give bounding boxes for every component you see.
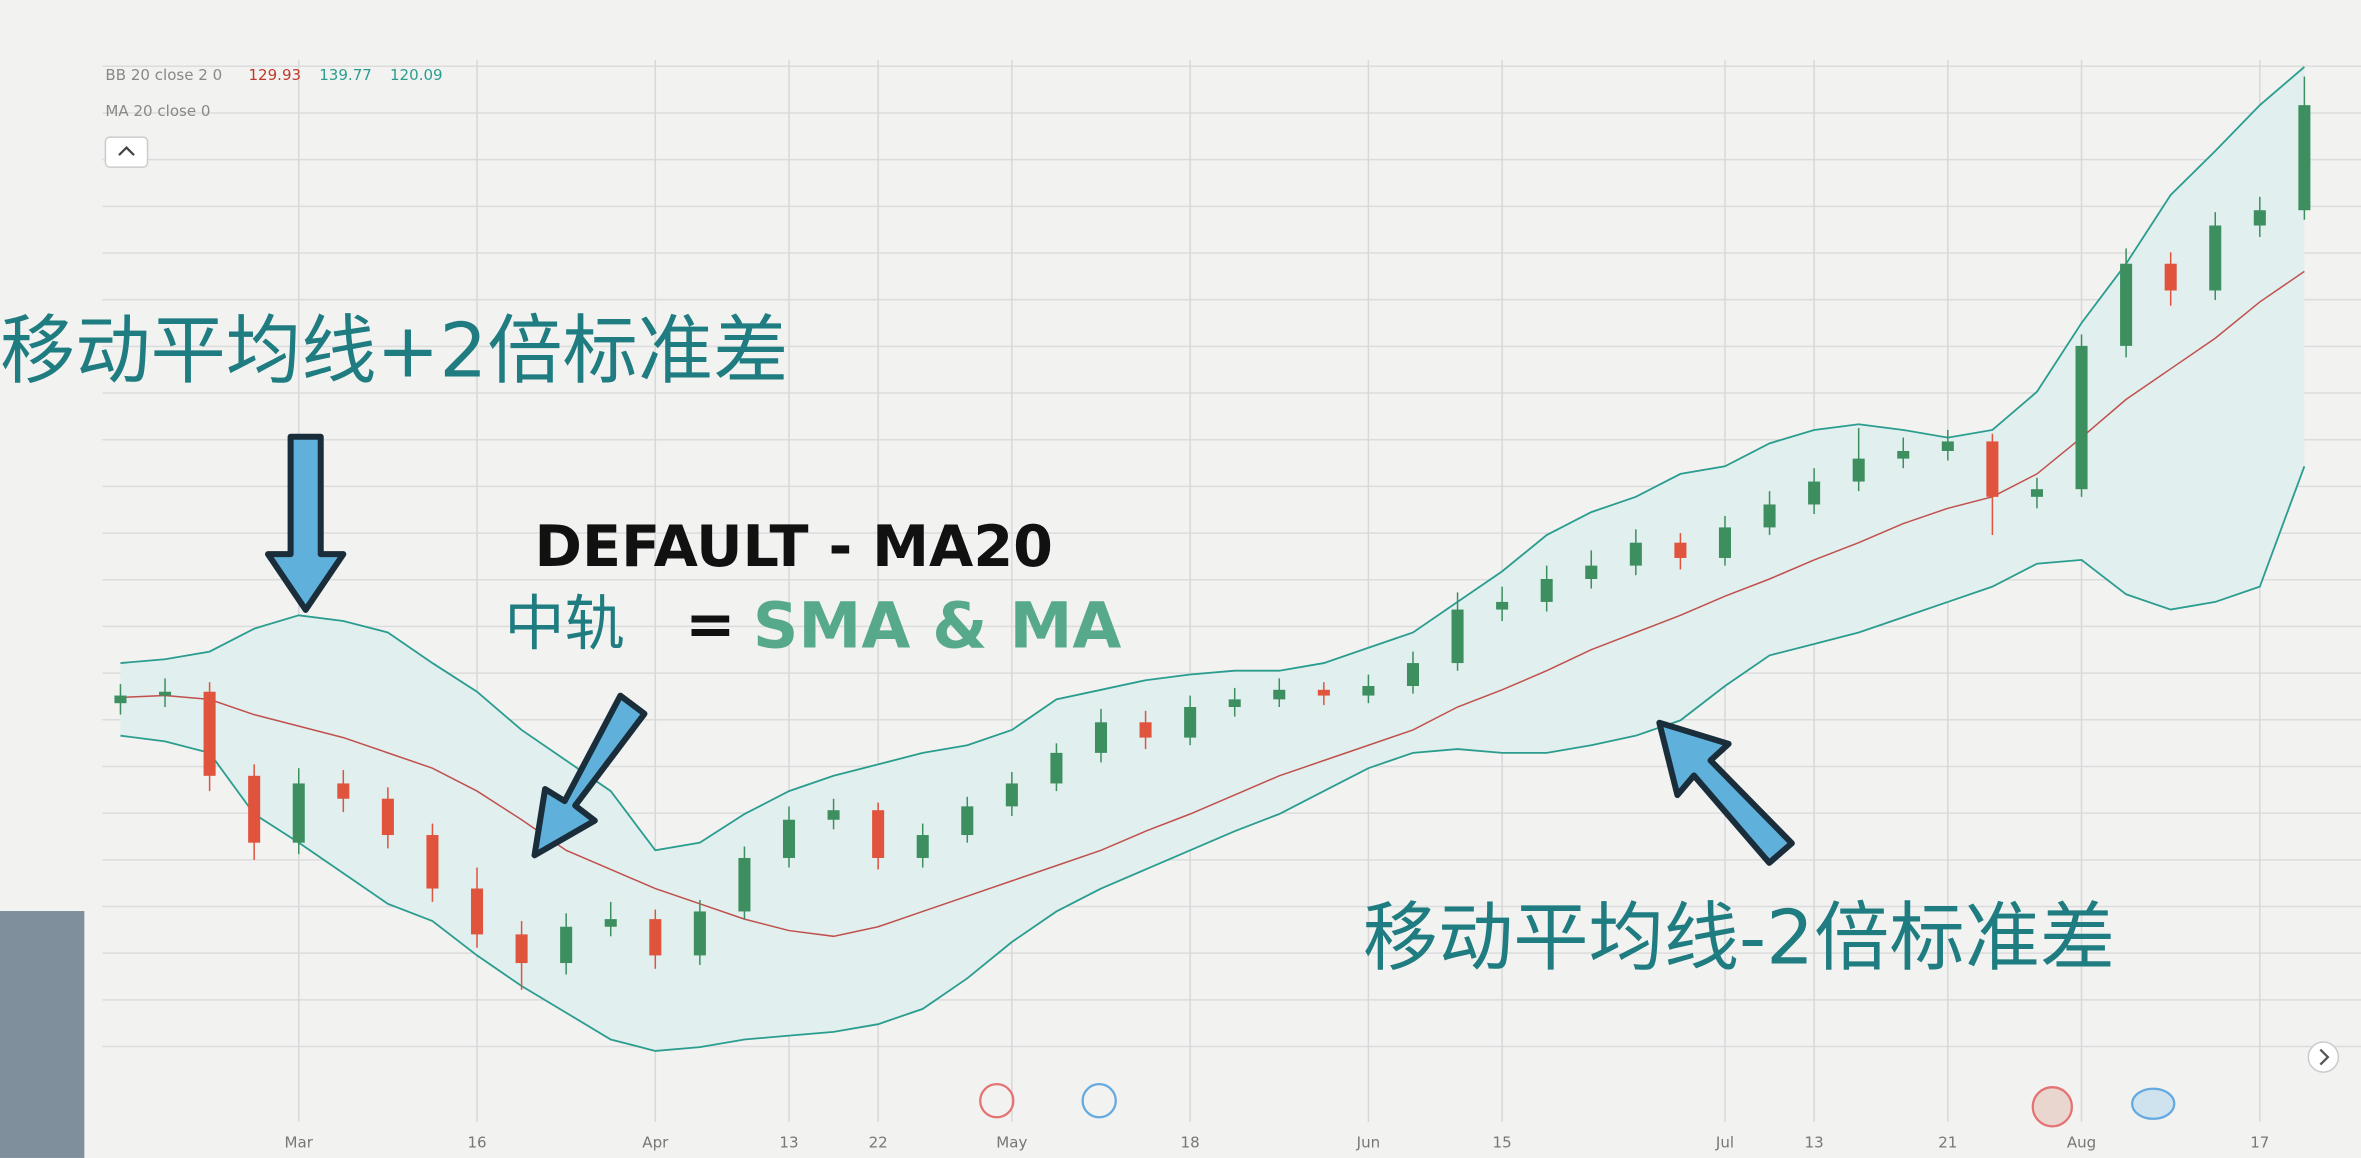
x-tick-label: Jul <box>1715 1133 1734 1151</box>
candle-body <box>2298 105 2311 211</box>
annotation: 移动平均线-2倍标准差 <box>1363 894 2115 982</box>
arrow <box>531 692 648 859</box>
candle-body <box>872 810 885 858</box>
candle-body <box>649 919 662 956</box>
candle-body <box>1986 441 1999 497</box>
candle-body <box>426 835 439 889</box>
candle-body <box>560 926 573 964</box>
annotation: SMA & MA <box>753 589 1122 663</box>
candle-body <box>1941 441 1954 451</box>
video-overlay <box>0 911 85 1158</box>
event-icon[interactable] <box>2031 1086 2074 1128</box>
legend-ma-label: MA 20 close 0 <box>105 102 210 120</box>
candle-body <box>159 691 172 696</box>
plot: Mar 16 Apr 13 22 May 18 Jun 15 Jul 13 21 Aug 17 <box>114 60 2311 1151</box>
x-tick-label: Aug <box>2067 1133 2096 1151</box>
candle-body <box>693 911 706 956</box>
x-tick-label: Mar <box>285 1133 314 1151</box>
candle-body <box>1763 504 1776 528</box>
candle-body <box>248 775 261 843</box>
scroll-icon <box>2319 1048 2330 1066</box>
lower-band-line <box>120 465 2306 1052</box>
x-tick-label: May <box>996 1133 1027 1151</box>
arrow <box>1656 719 1795 866</box>
collapse-button[interactable] <box>104 136 149 168</box>
annotation: DEFAULT - MA20 <box>535 514 1053 580</box>
x-tick-label: 22 <box>869 1133 888 1151</box>
candle-body <box>1184 707 1197 738</box>
event-icon[interactable] <box>2130 1087 2176 1120</box>
legend-value: 120.09 <box>390 66 443 84</box>
x-tick-label: 21 <box>1938 1133 1957 1151</box>
candle-body <box>470 888 484 935</box>
x-tick-label: 18 <box>1181 1133 1200 1151</box>
candle-body <box>1629 542 1642 566</box>
upper-band-line <box>120 66 2305 852</box>
candle-body <box>1585 565 1598 579</box>
candle-body <box>1139 722 1152 738</box>
candle-body <box>1317 689 1330 696</box>
candle-body <box>1362 685 1375 696</box>
candle-body <box>2030 489 2043 497</box>
middle-band-line <box>120 270 2305 938</box>
legend-value: 139.77 <box>319 66 372 84</box>
candle-body <box>2075 345 2088 490</box>
arrow <box>265 433 347 613</box>
candle-body <box>381 798 394 836</box>
candle-body <box>1496 601 1509 610</box>
annotation: 移动平均线+2倍标准差 <box>0 306 788 394</box>
candle-body <box>1005 783 1018 807</box>
x-tick-label: 13 <box>1805 1133 1824 1151</box>
x-tick-label: Jun <box>1356 1133 1381 1151</box>
event-icon[interactable] <box>1081 1083 1117 1119</box>
x-tick-label: 17 <box>2250 1133 2269 1151</box>
candle-body <box>292 783 305 843</box>
candle-body <box>515 934 528 964</box>
candle-body <box>827 810 840 820</box>
candle-body <box>1852 458 1865 482</box>
candle-body <box>1808 481 1821 505</box>
candle-body <box>738 857 751 912</box>
annotation: 中轨 <box>504 589 624 659</box>
candle-body <box>114 695 127 704</box>
candle-body <box>337 783 350 799</box>
scroll-button[interactable] <box>2307 1041 2340 1073</box>
candle-body <box>2209 225 2222 291</box>
event-icon[interactable] <box>979 1083 1015 1119</box>
candle-body <box>1050 752 1063 784</box>
x-tick-label: 16 <box>467 1133 486 1151</box>
candle-body <box>782 819 796 858</box>
x-tick-label: 13 <box>779 1133 798 1151</box>
legend-bb-label: BB 20 close 2 0 <box>105 66 222 84</box>
candle-body <box>1094 722 1108 753</box>
candle-body <box>604 919 617 927</box>
candle-body <box>2253 210 2266 226</box>
candle-body <box>1897 450 1910 459</box>
candle-body <box>1228 699 1241 708</box>
candle-body <box>961 806 974 836</box>
annotation: = <box>685 589 735 659</box>
x-tick-label: 15 <box>1493 1133 1512 1151</box>
band-fill <box>120 66 2305 1051</box>
candle-body <box>1406 663 1420 686</box>
candle-body <box>2120 263 2133 346</box>
candle-body <box>203 691 216 776</box>
candle-body <box>1718 527 1731 558</box>
legend-value: 129.93 <box>248 66 301 84</box>
x-tick-label: Apr <box>642 1133 669 1151</box>
arrows <box>265 433 1795 866</box>
candle-body <box>1674 542 1687 558</box>
candle-body <box>1273 689 1286 700</box>
candle-body <box>1540 578 1553 602</box>
candle-body <box>916 835 929 858</box>
candle-body <box>2164 263 2177 291</box>
collapse-icon <box>118 146 135 156</box>
candle-body <box>1451 609 1464 664</box>
